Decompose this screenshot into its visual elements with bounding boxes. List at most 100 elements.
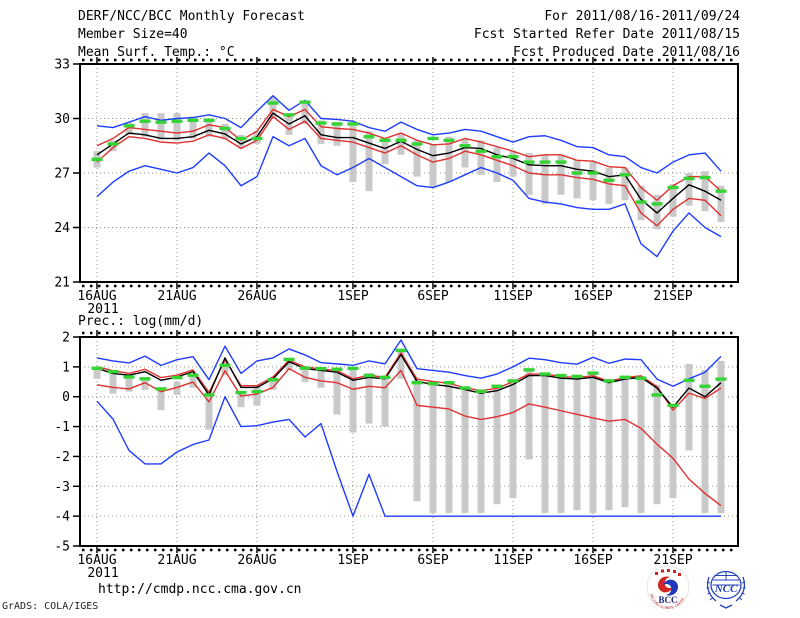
spread-bar	[589, 374, 597, 514]
spread-bar	[365, 372, 373, 424]
obs-dash	[619, 173, 631, 177]
obs-dash	[699, 384, 711, 388]
spread-bar	[237, 391, 245, 408]
spread-bar	[413, 140, 421, 177]
x-axis-label: 26AUG	[237, 289, 276, 304]
obs-dash	[283, 113, 295, 117]
x-axis-label: 16AUG	[77, 289, 116, 304]
spread-bar	[429, 143, 437, 188]
obs-dash	[235, 136, 247, 141]
obs-dash	[267, 101, 279, 105]
series-red-lower-band	[96, 115, 722, 227]
series-black-central-line	[96, 353, 722, 408]
obs-dash	[699, 175, 711, 180]
y-axis-label: 1	[62, 360, 70, 375]
spread-bar	[509, 151, 517, 177]
fcst-started-label: Fcst Started Refer Date 2011/08/15	[473, 27, 740, 42]
x-axis-label: 26AUG	[237, 553, 276, 568]
member-size-label: Member Size=40	[78, 27, 188, 42]
grads-credit: GrADS: COLA/IGES	[2, 601, 99, 612]
spread-bar	[349, 368, 357, 433]
spread-bar	[205, 118, 213, 137]
x-axis-label: 6SEP	[417, 289, 448, 304]
spread-bar	[445, 383, 453, 514]
y-axis-label: -3	[54, 480, 70, 495]
series-red-upper-band	[96, 108, 722, 201]
spread-bar	[605, 167, 613, 204]
spread-bar	[269, 96, 277, 119]
website-link[interactable]: http://cmdp.ncc.cma.gov.cn	[98, 582, 302, 597]
bcc-logo-text: BCC	[658, 595, 677, 605]
prec-chart-title: Prec.: log(mm/d)	[78, 314, 204, 329]
obs-dash	[139, 119, 151, 123]
obs-dash	[299, 100, 311, 104]
obs-dash	[635, 376, 647, 380]
spread-bar	[333, 369, 341, 415]
spread-bar	[109, 371, 117, 394]
spread-bar	[381, 375, 389, 427]
obs-dash	[299, 366, 311, 370]
spread-bar	[365, 131, 373, 192]
spread-bar	[253, 385, 261, 406]
spread-bar	[685, 173, 693, 206]
spread-bar	[605, 378, 613, 511]
temp-chart-title: Mean Surf. Temp.: °C	[78, 45, 235, 60]
x-axis-label: 11SEP	[493, 553, 532, 568]
ncc-logo-left-wreath	[706, 576, 717, 602]
y-axis-label: 21	[54, 276, 70, 291]
obs-dash	[555, 160, 567, 164]
spread-bar	[461, 386, 469, 514]
obs-dash	[251, 136, 263, 141]
spread-bar	[381, 138, 389, 164]
spread-bar	[637, 375, 645, 514]
obs-dash	[363, 134, 375, 139]
spread-bar	[557, 374, 565, 514]
spread-bar	[525, 153, 533, 195]
obs-dash	[491, 384, 503, 388]
obs-dash	[475, 389, 487, 394]
y-axis-label: -2	[54, 450, 70, 465]
spread-bar	[285, 357, 293, 370]
spread-bar	[541, 372, 549, 514]
spread-bar	[157, 387, 165, 411]
obs-dash	[507, 154, 519, 159]
spread-bar	[333, 122, 341, 146]
ncc-logo-ribbon	[719, 604, 733, 609]
bcc-logo-circle	[646, 565, 690, 609]
ncc-logo: NCC	[706, 570, 746, 609]
obs-dash	[667, 185, 679, 190]
y-axis-label: -4	[54, 510, 70, 525]
spread-bar	[717, 185, 725, 223]
spread-bar	[221, 361, 229, 376]
obs-dash	[171, 375, 183, 380]
obs-dash	[219, 363, 231, 368]
obs-dash	[235, 390, 247, 395]
obs-dash	[459, 144, 471, 148]
obs-dash	[523, 368, 535, 372]
obs-dash	[427, 381, 439, 386]
spread-bar	[477, 140, 485, 175]
spread-bar	[477, 389, 485, 514]
obs-dash	[267, 377, 279, 382]
obs-dash	[651, 393, 663, 397]
temperature-chart-group: 16AUG 21AUG 26AUG 1SEP 6SEP 11SEP 16SEP 21SEP 20…	[54, 57, 739, 317]
spread-bar	[509, 381, 517, 499]
obs-dash	[475, 149, 487, 153]
ncc-logo-text: NCC	[714, 583, 738, 595]
y-axis-label: 24	[54, 221, 70, 236]
obs-dash	[555, 373, 567, 378]
obs-dash	[107, 369, 119, 374]
spread-bar	[269, 377, 277, 390]
spread-bar	[109, 140, 117, 152]
spread-bar	[173, 381, 181, 395]
y-axis-label: -1	[54, 420, 70, 435]
x-axis-label: 16AUG	[77, 553, 116, 568]
spread-bar	[125, 122, 133, 135]
series-blue-upper-bound	[96, 339, 722, 387]
obs-dash	[139, 377, 151, 381]
y-axis-label: -5	[54, 540, 70, 555]
obs-dash	[395, 348, 407, 353]
x-axis-label: 11SEP	[493, 289, 532, 304]
obs-dash	[251, 389, 263, 394]
series-blue-lower-bound	[96, 396, 721, 517]
